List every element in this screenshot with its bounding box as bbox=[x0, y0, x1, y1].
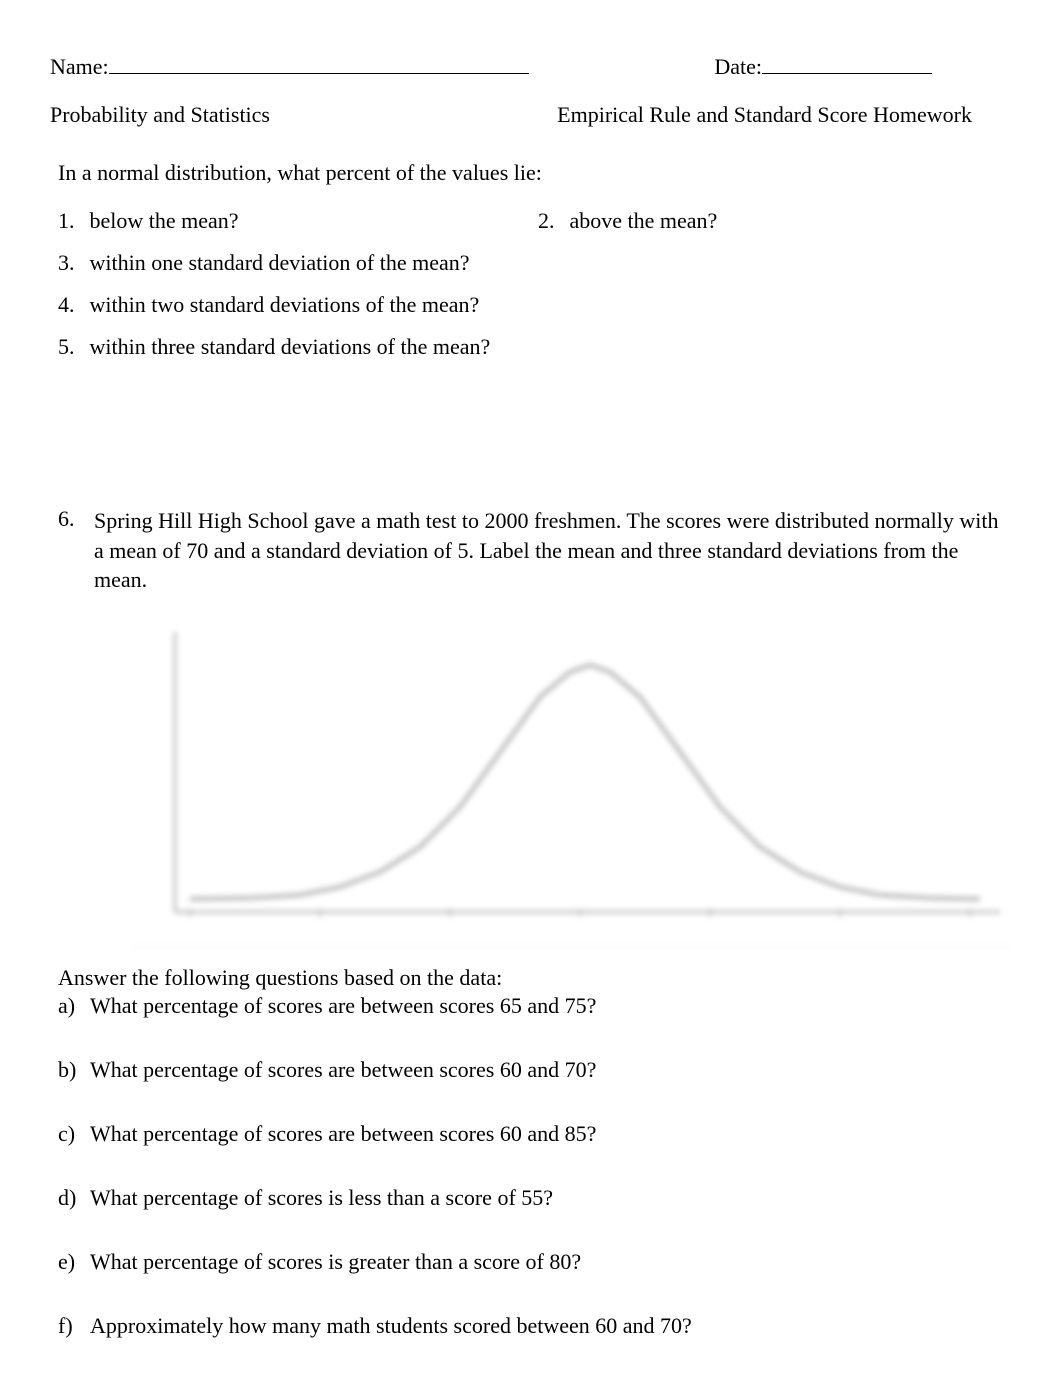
bell-curve-line bbox=[190, 665, 980, 899]
subquestion-c: c) What percentage of scores are between… bbox=[58, 1121, 1012, 1147]
name-field: Name: bbox=[50, 52, 529, 80]
question-6: 6. Spring Hill High School gave a math t… bbox=[58, 506, 1012, 595]
q3-text: within one standard deviation of the mea… bbox=[90, 250, 470, 275]
q2-text: above the mean? bbox=[570, 208, 718, 233]
sub-e-text: What percentage of scores is greater tha… bbox=[90, 1249, 1012, 1275]
subquestion-a: a) What percentage of scores are between… bbox=[58, 993, 1012, 1019]
header-row: Name: Date: bbox=[50, 52, 1012, 80]
question-3: 3. within one standard deviation of the … bbox=[58, 250, 1012, 276]
assignment-title: Empirical Rule and Standard Score Homewo… bbox=[557, 102, 972, 128]
question-row-1-2: 1. below the mean? 2. above the mean? bbox=[58, 208, 1012, 234]
q6-num: 6. bbox=[58, 506, 94, 595]
date-blank-line[interactable] bbox=[762, 52, 932, 74]
sub-b-text: What percentage of scores are between sc… bbox=[90, 1057, 1012, 1083]
subquestion-f: f) Approximately how many math students … bbox=[58, 1313, 1012, 1339]
sub-d-text: What percentage of scores is less than a… bbox=[90, 1185, 1012, 1211]
q2-num: 2. bbox=[538, 208, 564, 234]
q3-num: 3. bbox=[58, 250, 84, 276]
date-label: Date: bbox=[714, 54, 762, 80]
name-label: Name: bbox=[50, 54, 109, 80]
bell-curve-svg bbox=[130, 607, 1010, 947]
date-field: Date: bbox=[714, 52, 932, 80]
q4-num: 4. bbox=[58, 292, 84, 318]
q6-text: Spring Hill High School gave a math test… bbox=[94, 506, 1012, 595]
sub-a-text: What percentage of scores are between sc… bbox=[90, 993, 1012, 1019]
q4-text: within two standard deviations of the me… bbox=[90, 292, 480, 317]
q5-text: within three standard deviations of the … bbox=[90, 334, 491, 359]
name-blank-line[interactable] bbox=[109, 52, 529, 74]
q5-num: 5. bbox=[58, 334, 84, 360]
sub-f-text: Approximately how many math students sco… bbox=[90, 1313, 1012, 1339]
subquestion-d: d) What percentage of scores is less tha… bbox=[58, 1185, 1012, 1211]
q1-text: below the mean? bbox=[90, 208, 239, 233]
subquestion-b: b) What percentage of scores are between… bbox=[58, 1057, 1012, 1083]
sub-c-letter: c) bbox=[58, 1121, 90, 1147]
sub-b-letter: b) bbox=[58, 1057, 90, 1083]
sub-a-letter: a) bbox=[58, 993, 90, 1019]
q1-num: 1. bbox=[58, 208, 84, 234]
subheader-row: Probability and Statistics Empirical Rul… bbox=[50, 102, 1012, 128]
question-5: 5. within three standard deviations of t… bbox=[58, 334, 1012, 360]
sub-f-letter: f) bbox=[58, 1313, 90, 1339]
sub-d-letter: d) bbox=[58, 1185, 90, 1211]
subquestion-e: e) What percentage of scores is greater … bbox=[58, 1249, 1012, 1275]
question-4: 4. within two standard deviations of the… bbox=[58, 292, 1012, 318]
sub-c-text: What percentage of scores are between sc… bbox=[90, 1121, 1012, 1147]
chart-shadow bbox=[130, 943, 1010, 949]
normal-distribution-chart bbox=[130, 607, 1010, 947]
course-title: Probability and Statistics bbox=[50, 102, 270, 128]
sub-e-letter: e) bbox=[58, 1249, 90, 1275]
intro-text: In a normal distribution, what percent o… bbox=[58, 160, 1012, 186]
followup-intro: Answer the following questions based on … bbox=[58, 965, 1012, 991]
